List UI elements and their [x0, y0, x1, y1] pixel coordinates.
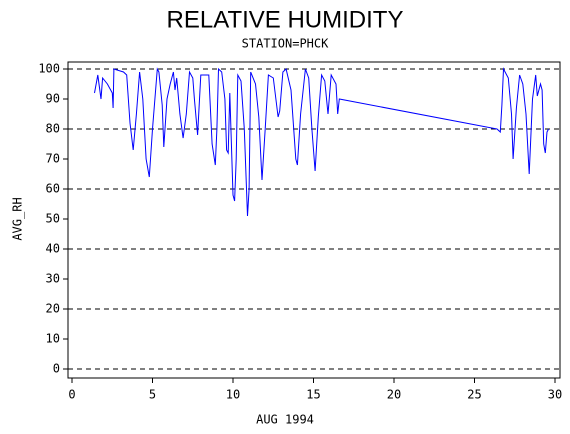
- y-tick-label: 80: [46, 122, 60, 136]
- data-line: [94, 67, 550, 217]
- y-axis-label: AVG_RH: [11, 197, 25, 240]
- x-tick-label: 5: [149, 388, 156, 402]
- y-tick-label: 10: [46, 332, 60, 346]
- y-tick-label: 90: [46, 92, 60, 106]
- x-tick-label: 15: [306, 388, 320, 402]
- plot-frame: [67, 61, 561, 379]
- x-tick-label: 20: [387, 388, 401, 402]
- x-axis-label: AUG 1994: [256, 413, 314, 427]
- x-tick-label: 0: [68, 388, 75, 402]
- y-tick-label: 40: [46, 242, 60, 256]
- y-tick-label: 50: [46, 212, 60, 226]
- y-tick-label: 20: [46, 302, 60, 316]
- y-tick-label: 60: [46, 182, 60, 196]
- x-tick-label: 30: [548, 388, 562, 402]
- y-tick-label: 70: [46, 152, 60, 166]
- x-tick-label: 25: [467, 388, 481, 402]
- y-tick-label: 30: [46, 272, 60, 286]
- y-tick-label: 100: [38, 62, 60, 76]
- x-tick-label: 10: [226, 388, 240, 402]
- chart-title: RELATIVE HUMIDITY: [167, 6, 404, 33]
- chart-subtitle: STATION=PHCK: [242, 37, 329, 51]
- y-tick-label: 0: [53, 362, 60, 376]
